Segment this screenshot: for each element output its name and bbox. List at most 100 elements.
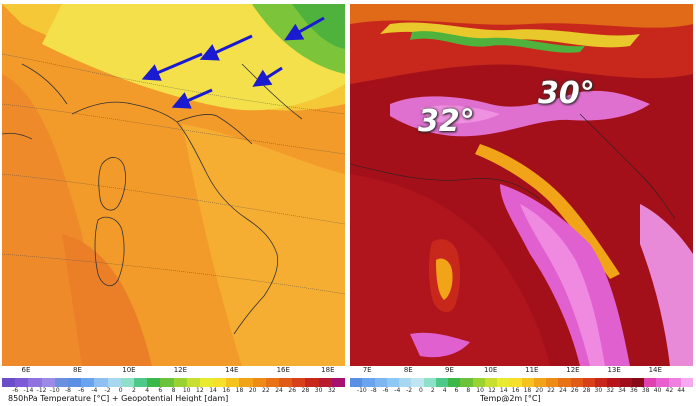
left-scale-label: 2 [132, 387, 136, 394]
left-scale-label: -2 [104, 387, 111, 394]
right-scale-label: 0 [419, 387, 423, 394]
green-area-ne-dark [292, 4, 345, 49]
right-longitude-axis: 7E 8E 9E 10E 11E 12E 13E 14E [350, 366, 693, 376]
right-scale-label: -2 [406, 387, 413, 394]
right-map-panel: 32° 30° 7E 8E 9E 10E 11E 12E 13E 14E -10… [350, 4, 693, 402]
left-scale-segment [292, 378, 306, 387]
right-scale-segment [386, 378, 400, 387]
right-scale-segment [484, 378, 498, 387]
left-scale-segment [186, 378, 201, 387]
right-scale-label: 36 [630, 387, 638, 394]
right-scale-label: 22 [547, 387, 555, 394]
right-scale-label: 32 [606, 387, 615, 394]
right-color-scale [350, 378, 693, 387]
temp-annotation-veneto: 30° [538, 76, 595, 111]
right-scale-label: 6 [454, 387, 459, 394]
right-scale-segment [607, 378, 620, 387]
left-scale-segment [67, 378, 82, 387]
left-scale-label: 4 [145, 387, 150, 394]
right-scale-label: 16 [511, 387, 520, 394]
right-scale-label: 24 [559, 387, 567, 394]
right-scale-label: 26 [570, 387, 579, 394]
right-scale-label: 28 [582, 387, 591, 394]
right-scale-segment [570, 378, 584, 387]
lon-tick: 8E [403, 366, 413, 374]
lon-tick: 7E [362, 366, 372, 374]
right-scale-segment [644, 378, 657, 387]
right-scale-segment [668, 378, 682, 387]
left-scale-segment [160, 378, 174, 387]
lon-tick: 12E [173, 366, 188, 374]
right-scale-label: -4 [394, 387, 401, 394]
lon-tick: 10E [483, 366, 498, 374]
po-valley-hotter [420, 105, 500, 124]
lon-tick: 6E [21, 366, 31, 374]
left-scale-label: 30 [314, 387, 323, 394]
left-scale-label: 28 [301, 387, 310, 394]
blue-arrow-icon [141, 52, 203, 81]
left-caption: 850hPa Temperature [°C] + Geopotential H… [8, 394, 229, 402]
left-scale-label: 16 [222, 387, 231, 394]
left-scale-segment [239, 378, 254, 387]
left-map-area [2, 4, 345, 366]
left-scale-segment [94, 378, 109, 387]
left-scale-segment [120, 378, 135, 387]
lon-tick: 12E [566, 366, 580, 374]
left-map-panel: 6E 8E 10E 12E 14E 16E 18E -6 -14 -12 -10 -8-… [2, 4, 345, 402]
right-scale-segment [631, 378, 645, 387]
right-scale-segment [362, 378, 375, 387]
left-scale-label: -8 [64, 387, 71, 394]
left-scale-segment [41, 378, 56, 387]
temperature-2m-map [350, 4, 693, 366]
geopotential-contours [2, 53, 345, 295]
warm-sector-west [2, 74, 142, 366]
right-scale-label: 12 [488, 387, 496, 394]
left-scale-segment [265, 378, 280, 387]
left-scale-segment [226, 378, 240, 387]
wind-arrows [141, 16, 325, 109]
lon-tick: 9E [445, 366, 454, 374]
left-scale-labels: -6 -14 -12 -10 -8 -6 -4 -2 0 2 4 6 8 10 12 14 16 18 20 22 24… [2, 387, 345, 395]
right-scale-segment [546, 378, 559, 387]
right-scale-label: -10 [356, 387, 367, 394]
left-scale-segment [331, 378, 345, 387]
blue-arrow-icon [284, 16, 325, 41]
left-scale-segment [2, 378, 16, 387]
lon-tick: 18E [321, 366, 335, 374]
coastlines [350, 113, 676, 220]
left-scale-label: 26 [288, 387, 297, 394]
right-scale-label: -8 [370, 387, 377, 394]
right-map-area: 32° 30° [350, 4, 693, 366]
left-scale-label: 14 [209, 387, 217, 394]
left-scale-segment [54, 378, 69, 387]
right-scale-label: 4 [442, 387, 447, 394]
right-scale-label: 40 [653, 387, 662, 394]
right-scale-label: 30 [594, 387, 603, 394]
left-scale-label: 10 [182, 387, 191, 394]
left-scale-label: 22 [262, 387, 270, 394]
left-scale-label: -10 [49, 387, 60, 394]
right-scale-labels: -10 -8 -6 -4 -2 0 2 4 6 8 10 12 14 16 18 20 22 24 26 28 30 32… [350, 387, 693, 395]
alps-high [410, 31, 585, 53]
left-scale-label: 6 [158, 387, 163, 394]
right-scale-label: 10 [476, 387, 484, 394]
right-scale-segment [582, 378, 596, 387]
left-scale-segment [81, 378, 95, 387]
left-scale-segment [252, 378, 267, 387]
central-italy-hotter [520, 204, 605, 366]
right-scale-segment [497, 378, 510, 387]
left-scale-segment [173, 378, 188, 387]
right-scale-segment [472, 378, 486, 387]
warm-core-sardinia [62, 234, 152, 366]
alps-cool [380, 22, 640, 48]
right-scale-segment [619, 378, 633, 387]
blue-arrow-icon [199, 34, 253, 61]
right-scale-segment [509, 378, 522, 387]
right-scale-label: 42 [665, 387, 674, 394]
left-scale-segment [107, 378, 122, 387]
left-scale-label: 32 [327, 387, 336, 394]
left-scale-segment [279, 378, 293, 387]
lon-tick: 11E [525, 366, 539, 374]
left-scale-segment [15, 378, 29, 387]
right-scale-segment [558, 378, 571, 387]
